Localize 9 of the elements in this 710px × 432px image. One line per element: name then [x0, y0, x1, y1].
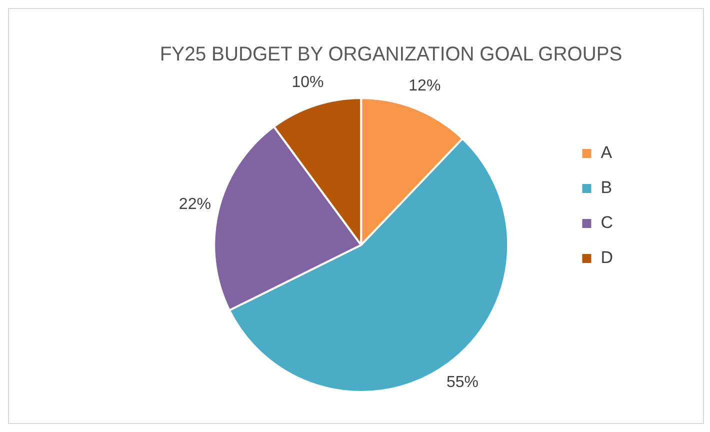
data-label: 12%	[408, 78, 441, 95]
legend-label: A	[600, 143, 613, 162]
data-label: 22%	[178, 196, 211, 214]
data-label: 10%	[292, 74, 324, 91]
data-label: 55%	[446, 374, 479, 392]
legend-label: D	[600, 248, 614, 268]
chart-title: FY25 BUDGET BY ORGANIZATION GOAL GROUPS	[160, 43, 622, 66]
legend-label: C	[600, 213, 614, 232]
legend-label: B	[600, 178, 612, 198]
